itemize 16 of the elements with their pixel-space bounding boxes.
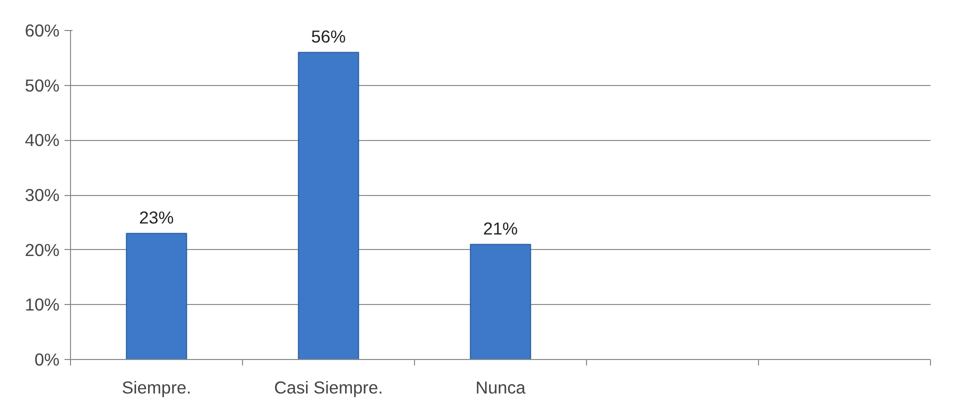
data-label: 56% <box>311 26 346 46</box>
x-tick-label: Siempre. <box>122 378 192 398</box>
y-tick-label: 60% <box>24 20 60 40</box>
bar <box>126 232 188 360</box>
y-tick-label: 10% <box>24 294 60 315</box>
x-tick-label: Nunca <box>475 378 526 398</box>
bar <box>470 244 532 360</box>
bar <box>298 52 360 360</box>
y-tick-label: 30% <box>24 185 60 205</box>
data-label: 23% <box>139 207 174 228</box>
y-tick-label: 50% <box>24 75 60 96</box>
data-label: 21% <box>483 218 518 238</box>
y-tick-label: 40% <box>24 130 60 150</box>
y-tick-label: 0% <box>34 350 60 370</box>
y-tick-label: 20% <box>24 240 60 260</box>
x-tick-label: Casi Siempre. <box>274 378 383 398</box>
